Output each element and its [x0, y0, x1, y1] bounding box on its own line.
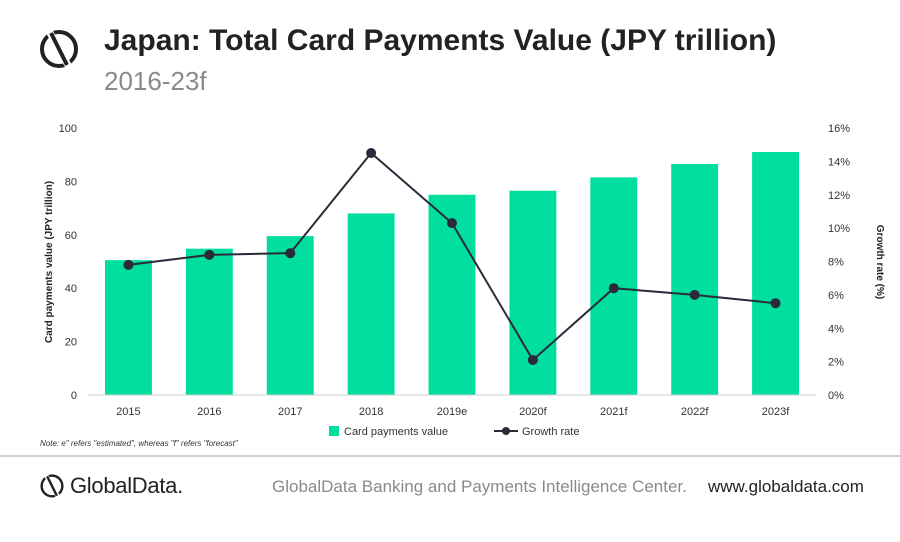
legend-bar-swatch — [329, 426, 339, 436]
footer-center-text: GlobalData Banking and Payments Intellig… — [272, 477, 687, 496]
globaldata-logo-icon — [40, 29, 78, 69]
y2-tick-label: 4% — [828, 323, 844, 335]
y-axis-ticks: 0 20 40 60 80 100 — [59, 123, 77, 402]
y-tick-label: 60 — [65, 230, 77, 242]
y2-tick-label: 14% — [828, 156, 850, 168]
bar — [104, 260, 152, 395]
bar — [752, 152, 800, 395]
line-point — [608, 283, 619, 294]
line-point — [204, 249, 215, 260]
growth-rate-points — [123, 148, 781, 365]
globaldata-logo-icon — [40, 474, 64, 498]
y2-tick-label: 6% — [828, 290, 844, 302]
y-tick-label: 100 — [59, 123, 77, 135]
line-point — [366, 148, 377, 159]
x-tick-label: 2021f — [600, 406, 628, 418]
y2-tick-label: 8% — [828, 257, 844, 269]
x-axis-ticks: 2015 2016 2017 2018 2019e 2020f 2021f 2022f 2023… — [116, 406, 790, 418]
y2-axis-ticks: 0% 2% 4% 6% 8% 10% 12% 14% 16% — [828, 123, 850, 402]
x-tick-label: 2018 — [359, 406, 383, 418]
combo-chart: 0 20 40 60 80 100 0% 2% 4% 6% 8% 10% 12% 14% 16% 2015… — [44, 123, 885, 438]
x-tick-label: 2019e — [437, 406, 468, 418]
footer-url-link[interactable]: www.globaldata.com — [708, 477, 864, 496]
x-tick-label: 2022f — [681, 406, 709, 418]
y-axis-label: Card payments value (JPY trillion) — [44, 181, 55, 343]
bar — [347, 213, 395, 395]
bar — [266, 236, 314, 395]
y2-tick-label: 16% — [828, 123, 850, 135]
bar — [185, 248, 233, 395]
x-tick-label: 2020f — [519, 406, 547, 418]
line-point — [123, 259, 134, 270]
y-tick-label: 20 — [65, 337, 77, 349]
chart-title: Japan: Total Card Payments Value (JPY tr… — [104, 24, 777, 57]
bar — [428, 194, 476, 395]
chart-subtitle: 2016-23f — [104, 66, 207, 96]
y2-tick-label: 2% — [828, 357, 844, 369]
chart-note: Note: e" refers "estimated", whereas "f"… — [40, 439, 238, 448]
line-point — [689, 289, 700, 300]
line-point — [447, 218, 457, 229]
line-point — [285, 248, 296, 259]
line-point — [527, 354, 538, 365]
footer-divider — [0, 455, 900, 457]
bar — [671, 164, 719, 395]
y-tick-label: 0 — [71, 390, 77, 402]
y2-tick-label: 10% — [828, 223, 850, 235]
y-tick-label: 40 — [65, 283, 77, 295]
x-tick-label: 2016 — [197, 406, 221, 418]
y2-axis-label: Growth rate (%) — [874, 225, 885, 299]
x-tick-label: 2023f — [762, 406, 790, 418]
legend: Card payments value Growth rate — [329, 426, 579, 438]
y-tick-label: 80 — [65, 176, 77, 188]
y2-tick-label: 12% — [828, 190, 850, 202]
x-tick-label: 2015 — [116, 406, 140, 418]
footer-brand: GlobalData. — [70, 473, 183, 498]
legend-line-label: Growth rate — [522, 426, 579, 438]
legend-bar-label: Card payments value — [344, 426, 448, 438]
bar-series — [104, 152, 800, 395]
x-tick-label: 2017 — [278, 406, 302, 418]
y2-tick-label: 0% — [828, 390, 844, 402]
legend-line-marker — [502, 427, 510, 435]
line-point — [770, 298, 781, 309]
